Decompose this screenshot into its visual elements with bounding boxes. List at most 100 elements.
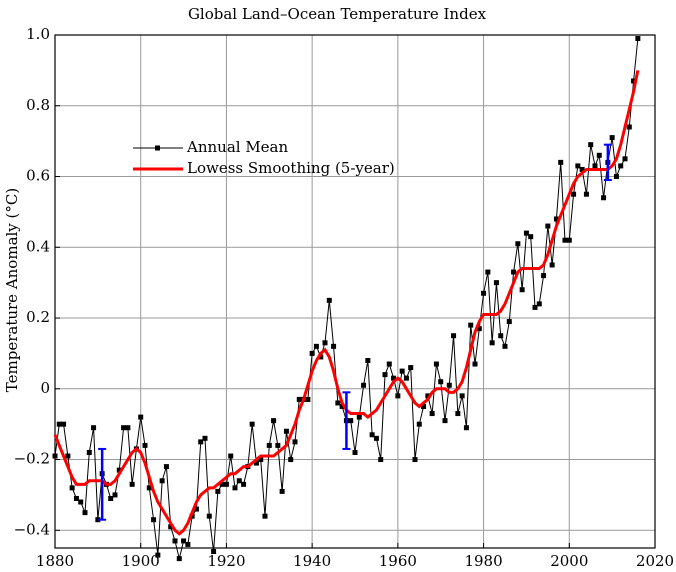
x-tick-label: 1900 <box>122 552 160 570</box>
series-line <box>53 70 640 536</box>
point-marker <box>121 425 127 431</box>
point-marker <box>596 152 602 158</box>
point-marker <box>279 488 285 494</box>
point-marker <box>399 368 405 374</box>
point-marker <box>386 361 392 367</box>
point-marker <box>566 237 572 243</box>
point-marker <box>348 418 354 424</box>
point-marker <box>283 428 289 434</box>
point-marker <box>253 460 259 466</box>
chart-title: Global Land–Ocean Temperature Index <box>188 5 487 23</box>
point-marker <box>91 425 97 431</box>
point-marker <box>626 124 632 130</box>
point-marker <box>249 421 255 427</box>
x-tick-label: 1920 <box>207 552 245 570</box>
point-marker <box>326 297 332 303</box>
point-marker <box>305 396 311 402</box>
point-marker <box>481 290 487 296</box>
point-marker <box>601 195 607 201</box>
x-tick-label: 1880 <box>36 552 74 570</box>
point-marker <box>579 166 585 172</box>
point-marker <box>532 304 538 310</box>
point-marker <box>369 432 375 438</box>
point-marker <box>382 372 388 378</box>
point-marker <box>489 340 495 346</box>
point-marker <box>498 333 504 339</box>
point-marker <box>176 556 182 562</box>
point-marker <box>631 78 637 84</box>
point-marker <box>292 439 298 445</box>
point-marker <box>331 343 337 349</box>
point-marker <box>485 269 491 275</box>
point-marker <box>373 435 379 441</box>
point-marker <box>451 333 457 339</box>
point-marker <box>142 442 148 448</box>
point-marker <box>515 241 521 247</box>
y-tick-label: −0.2 <box>14 450 50 468</box>
point-marker <box>116 467 122 473</box>
point-marker <box>408 365 414 371</box>
point-marker <box>275 442 281 448</box>
point-marker <box>78 499 84 505</box>
point-marker <box>493 280 499 286</box>
point-marker <box>151 517 157 523</box>
point-marker <box>511 269 517 275</box>
point-marker <box>223 481 229 487</box>
point-marker <box>198 439 204 445</box>
point-marker <box>266 442 272 448</box>
point-marker <box>609 135 615 141</box>
legend-marker <box>155 145 160 151</box>
point-marker <box>322 340 328 346</box>
legend-label: Annual Mean <box>186 138 289 156</box>
point-marker <box>86 449 92 455</box>
point-marker <box>588 142 594 148</box>
series-line <box>54 38 639 559</box>
point-marker <box>425 393 431 399</box>
point-marker <box>129 481 135 487</box>
y-tick-label: 0.8 <box>26 96 50 114</box>
point-marker <box>313 343 319 349</box>
point-marker <box>459 393 465 399</box>
point-marker <box>403 375 409 381</box>
point-marker <box>125 425 131 431</box>
point-marker <box>163 464 169 470</box>
point-marker <box>523 230 529 236</box>
point-marker <box>215 488 221 494</box>
point-marker <box>61 421 67 427</box>
point-marker <box>506 319 512 325</box>
point-marker <box>82 510 88 516</box>
point-marker <box>541 273 547 279</box>
x-tick-label: 1980 <box>464 552 502 570</box>
point-marker <box>52 453 58 459</box>
point-marker <box>622 156 628 162</box>
point-marker <box>618 163 624 169</box>
point-marker <box>159 478 165 484</box>
point-marker <box>433 361 439 367</box>
point-marker <box>168 524 174 530</box>
point-marker <box>395 393 401 399</box>
point-marker <box>613 174 619 180</box>
point-marker <box>545 223 551 229</box>
point-marker <box>575 163 581 169</box>
point-marker <box>352 449 358 455</box>
x-tick-label: 1940 <box>293 552 331 570</box>
x-tick-label: 2020 <box>636 552 674 570</box>
point-marker <box>318 354 324 360</box>
point-marker <box>562 237 568 243</box>
point-marker <box>309 350 315 356</box>
plot-frame <box>54 34 656 549</box>
point-marker <box>361 382 367 388</box>
y-tick-label: 0.2 <box>26 308 50 326</box>
x-tick-label: 2000 <box>550 552 588 570</box>
point-marker <box>571 191 577 197</box>
point-marker <box>219 481 225 487</box>
point-marker <box>296 396 302 402</box>
point-marker <box>172 538 178 544</box>
x-tick-label: 1960 <box>379 552 417 570</box>
point-marker <box>549 262 555 268</box>
point-marker <box>155 552 161 558</box>
point-marker <box>558 159 564 165</box>
point-marker <box>356 414 362 420</box>
point-marker <box>583 191 589 197</box>
